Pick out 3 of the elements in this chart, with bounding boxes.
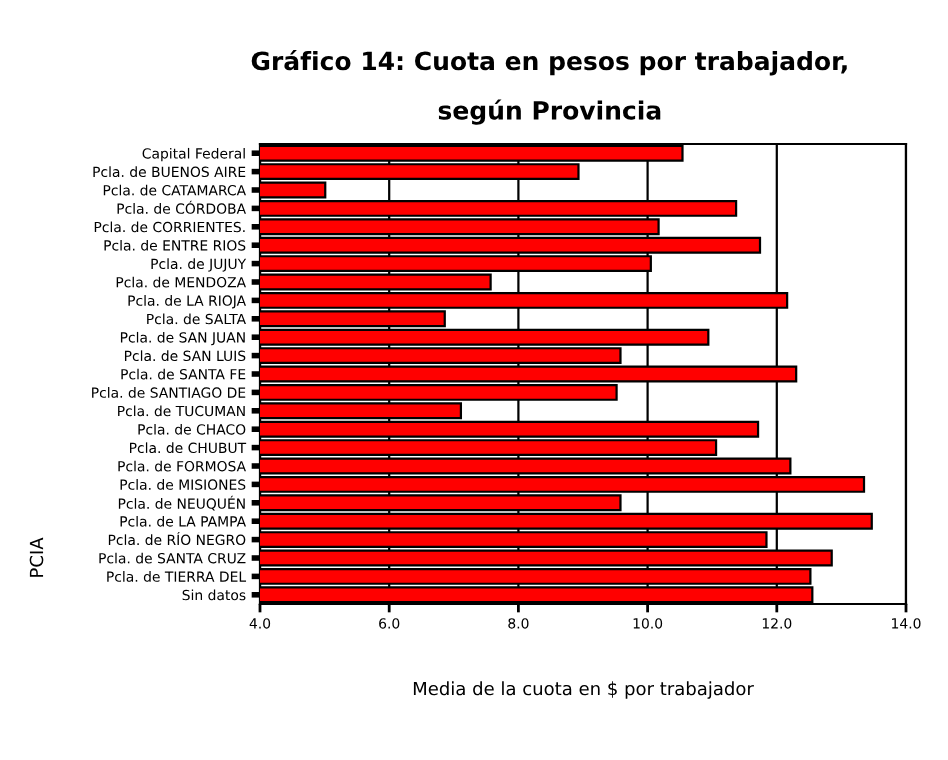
chart-title: Gráfico 14: Cuota en pesos por trabajador, según Provincia — [251, 50, 847, 125]
y-axis-title: PCIA — [29, 537, 44, 577]
x-axis-title: Media de la cuota en $ por trabajador — [413, 681, 754, 699]
